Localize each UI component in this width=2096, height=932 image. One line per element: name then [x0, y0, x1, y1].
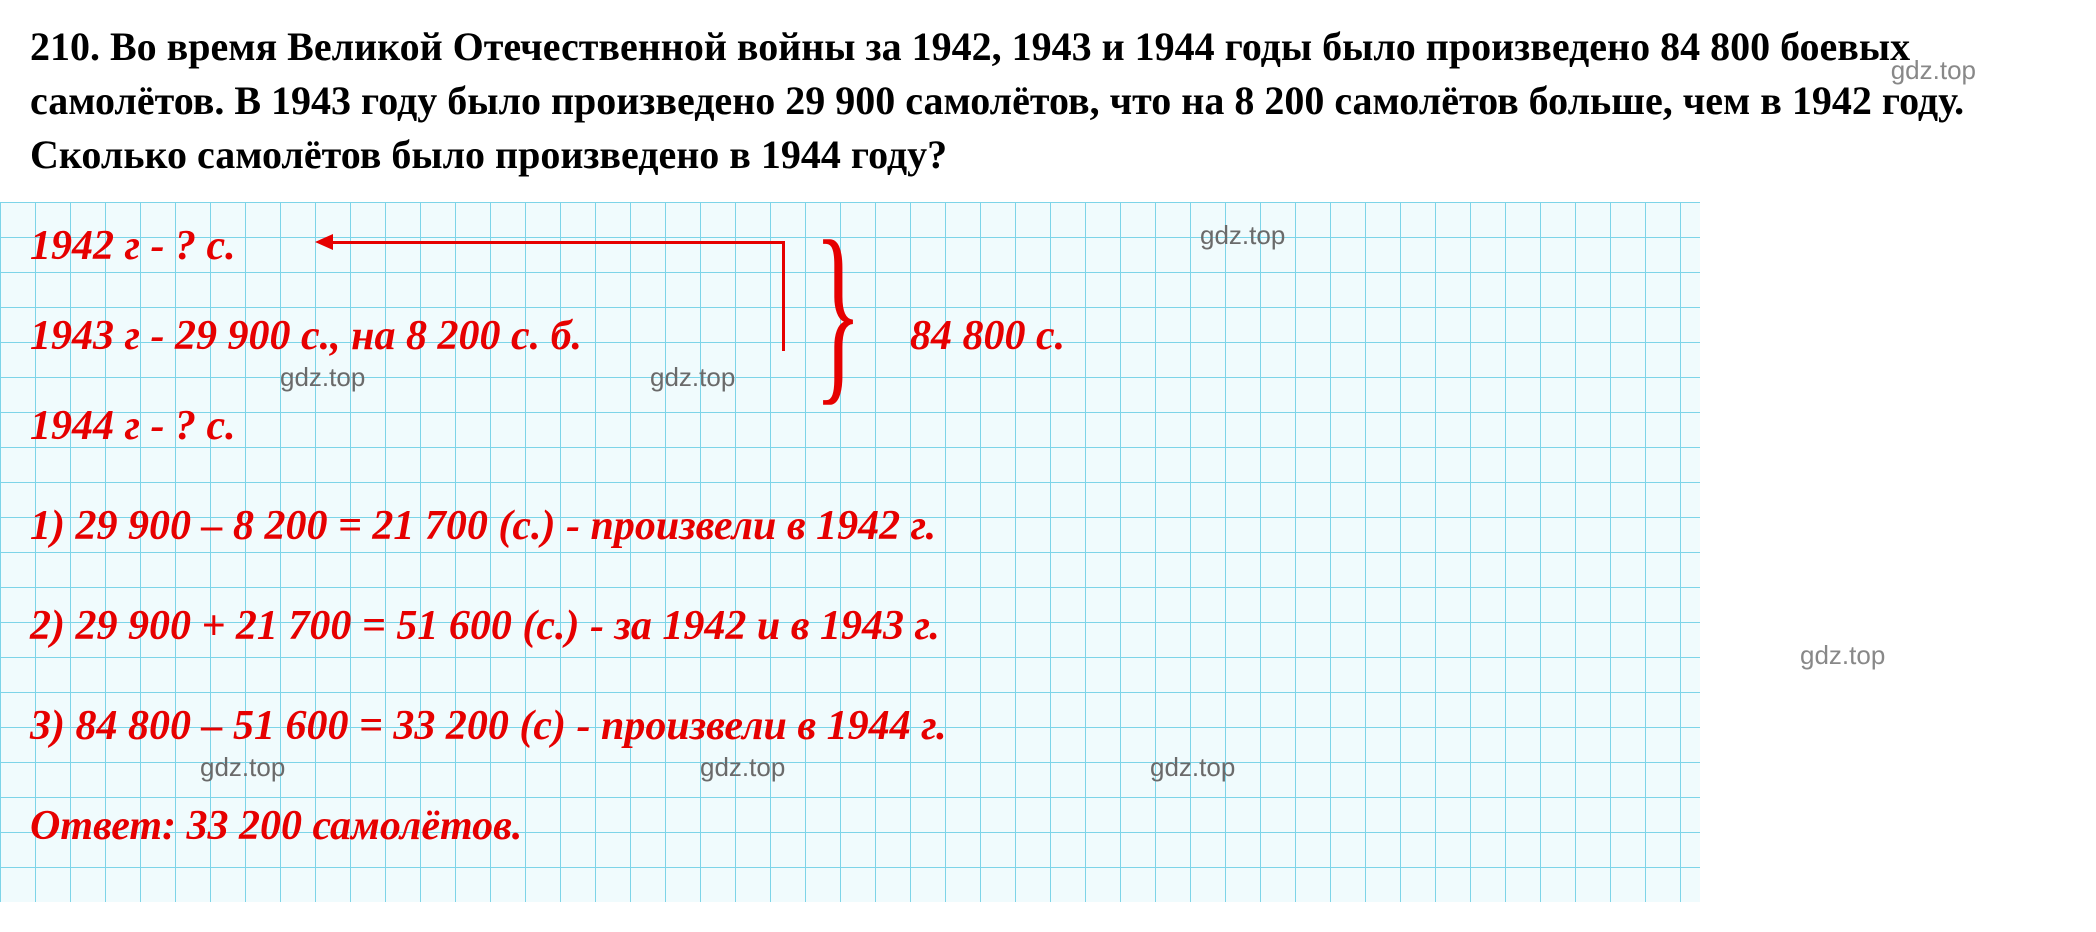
curly-brace: } [814, 227, 862, 397]
watermark-side: gdz.top [1800, 640, 1885, 671]
brace-total: 84 800 с. [910, 312, 1065, 360]
arrow-vertical [782, 241, 785, 351]
watermark-grid-1: gdz.top [1200, 220, 1285, 251]
solution-answer: Ответ: 33 200 самолётов. [30, 802, 522, 850]
solution-step-2: 2) 29 900 + 21 700 = 51 600 (с.) - за 19… [30, 602, 940, 650]
problem-text: Во время Великой Отечественной войны за … [30, 24, 1964, 177]
watermark-grid-2: gdz.top [280, 362, 365, 393]
arrow-horizontal [330, 241, 785, 244]
problem-statement: 210. Во время Великой Отечественной войн… [0, 0, 2096, 192]
given-1944: 1944 г - ? с. [30, 402, 236, 450]
solution-step-1: 1) 29 900 – 8 200 = 21 700 (с.) - произв… [30, 502, 936, 550]
solution-step-3: 3) 84 800 – 51 600 = 33 200 (с) - произв… [30, 702, 947, 750]
solution-grid: 1942 г - ? с. gdz.top 1943 г - 29 900 с.… [0, 202, 1700, 902]
given-1943: 1943 г - 29 900 с., на 8 200 с. б. [30, 312, 582, 360]
problem-number: 210. [30, 24, 100, 69]
watermark-grid-6: gdz.top [1150, 752, 1235, 783]
watermark-grid-4: gdz.top [200, 752, 285, 783]
watermark-grid-5: gdz.top [700, 752, 785, 783]
watermark-grid-3: gdz.top [650, 362, 735, 393]
given-1942: 1942 г - ? с. [30, 222, 236, 270]
watermark-top-right: gdz.top [1891, 55, 1976, 86]
